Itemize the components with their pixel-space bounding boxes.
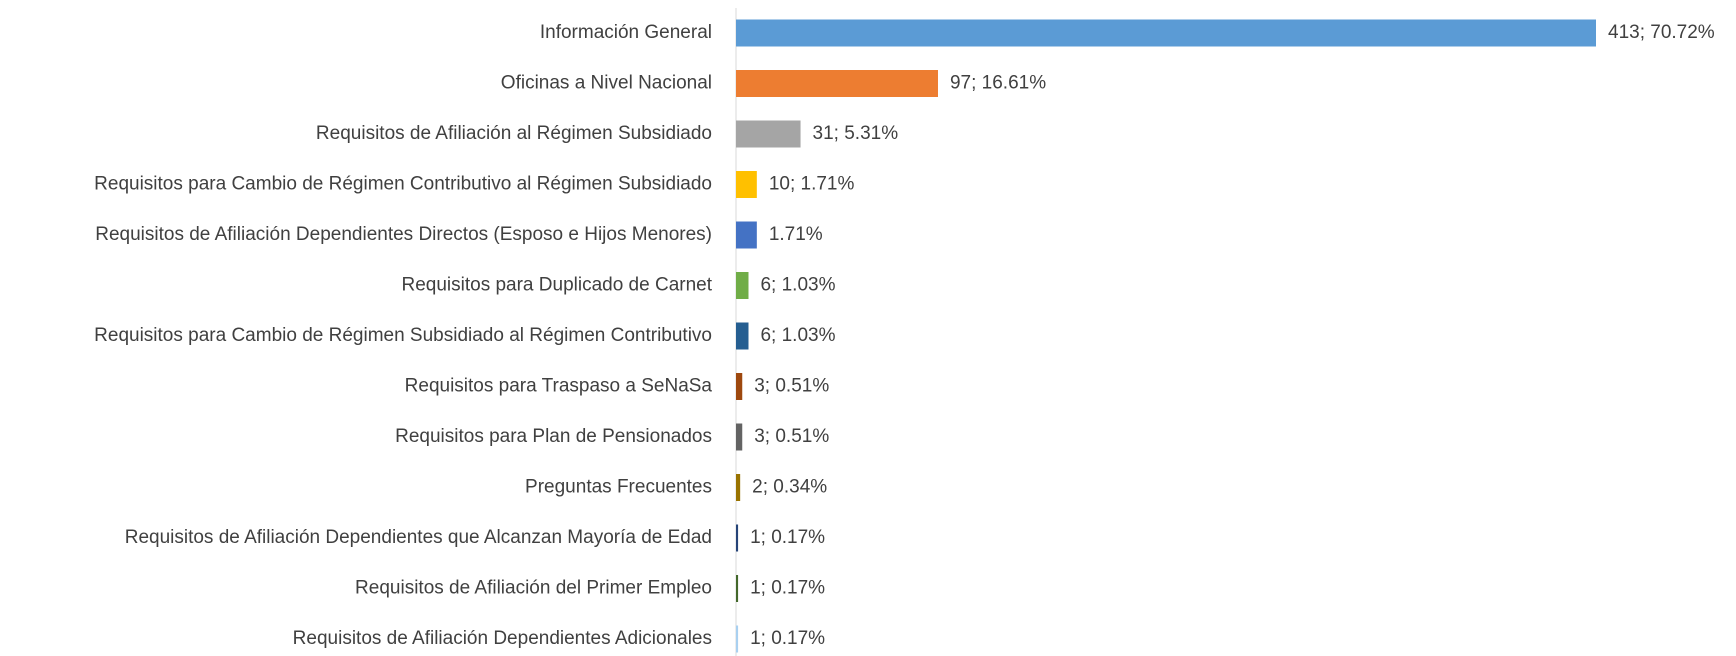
data-label: 31; 5.31%: [813, 123, 899, 144]
category-label: Oficinas a Nivel Nacional: [501, 73, 712, 94]
data-label: 6; 1.03%: [760, 325, 835, 346]
category-label: Requisitos para Duplicado de Carnet: [401, 275, 712, 296]
data-label: 3; 0.51%: [754, 376, 829, 397]
data-label: 413; 70.72%: [1608, 22, 1715, 43]
category-label: Requisitos de Afiliación Dependientes Di…: [95, 224, 712, 245]
category-label: Requisitos de Afiliación Dependientes qu…: [125, 527, 712, 548]
category-label: Requisitos para Traspaso a SeNaSa: [405, 376, 713, 397]
bar: [736, 625, 739, 653]
bar: [736, 423, 743, 451]
bar: [736, 171, 757, 198]
bar: [736, 524, 739, 552]
data-label: 2; 0.34%: [752, 477, 827, 498]
category-label: Preguntas Frecuentes: [525, 477, 712, 498]
category-label: Requisitos de Afiliación Dependientes Ad…: [293, 628, 712, 649]
category-label: Requisitos de Afiliación del Primer Empl…: [355, 578, 712, 599]
data-label: 1; 0.17%: [750, 578, 825, 599]
bar: [736, 272, 749, 299]
category-label: Requisitos para Plan de Pensionados: [395, 426, 712, 447]
category-label: Requisitos para Cambio de Régimen Subsid…: [94, 325, 712, 346]
bar: [736, 120, 801, 148]
bar: [736, 474, 741, 501]
data-label: 1.71%: [769, 224, 823, 245]
data-label: 6; 1.03%: [760, 275, 835, 296]
data-label: 97; 16.61%: [950, 73, 1046, 94]
bar: [736, 575, 739, 602]
bar: [736, 19, 1596, 47]
data-label: 1; 0.17%: [750, 628, 825, 649]
category-label: Requisitos para Cambio de Régimen Contri…: [94, 174, 712, 195]
data-label: 10; 1.71%: [769, 174, 855, 195]
bar: [736, 221, 757, 249]
bar: [736, 373, 743, 400]
category-label: Información General: [540, 22, 712, 43]
bar: [736, 70, 938, 97]
data-label: 1; 0.17%: [750, 527, 825, 548]
data-label: 3; 0.51%: [754, 426, 829, 447]
bar: [736, 322, 749, 350]
category-label: Requisitos de Afiliación al Régimen Subs…: [316, 123, 712, 144]
